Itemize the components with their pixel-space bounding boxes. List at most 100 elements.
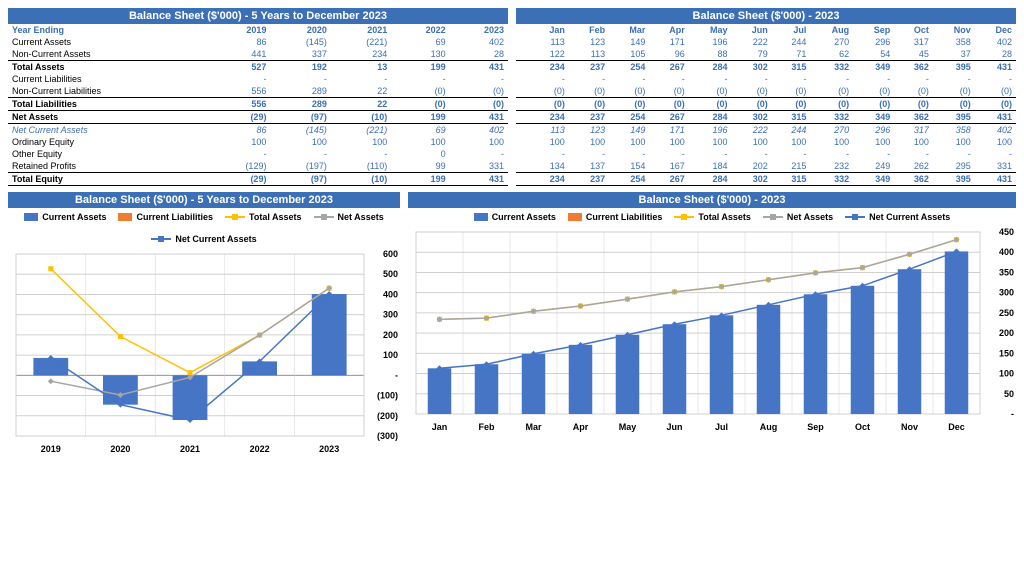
svg-text:(200): (200) [377,411,398,421]
monthly-chart: - 50 100 150 200 250 300 350 400 450 Jan Feb Mar Apr M… [408,226,1016,436]
table-header: Jan [529,24,568,36]
table-row: Retained Profits(129)(197)(110)99331 [8,160,508,173]
table-header: 2021 [331,24,391,36]
table-header: Jun [732,24,772,36]
legend-item: Current Assets [24,212,106,222]
svg-text:250: 250 [999,308,1014,318]
monthly-chart-title: Balance Sheet ($'000) - 2023 [408,192,1016,208]
svg-text:(300): (300) [377,431,398,441]
svg-text:300: 300 [383,310,398,320]
svg-text:500: 500 [383,269,398,279]
svg-text:Sep: Sep [807,422,824,432]
legend-item: Total Assets [225,212,302,222]
yearly-table: Year Ending20192020202120222023 Current … [8,24,508,186]
svg-text:-: - [395,370,398,380]
svg-text:300: 300 [999,288,1014,298]
svg-text:Mar: Mar [525,422,542,432]
table-row: Non-Current Assets44133723413028 [8,48,508,61]
svg-text:-: - [1011,409,1014,419]
legend-item: Net Current Assets [151,234,256,244]
svg-text:150: 150 [999,348,1014,358]
svg-text:May: May [619,422,637,432]
table-header [516,24,529,36]
table-row: 100100100100100100100100100100100100 [516,136,1016,148]
table-row: Total Assets52719213199431 [8,61,508,74]
svg-text:100: 100 [999,369,1014,379]
table-row: (0)(0)(0)(0)(0)(0)(0)(0)(0)(0)(0)(0) [516,98,1016,111]
legend-item: Net Assets [763,212,833,222]
legend-item: Net Assets [314,212,384,222]
monthly-chart-legend: Current Assets Current Liabilities Total A… [408,208,1016,226]
table-row: Current Assets86(145)(221)69402 [8,36,508,48]
svg-text:600: 600 [383,249,398,259]
monthly-table: JanFebMarAprMayJunJulAugSepOctNovDec 113… [516,24,1016,186]
table-header: Dec [975,24,1016,36]
table-row: Total Liabilities55628922(0)(0) [8,98,508,111]
table-header: Jul [772,24,811,36]
svg-text:350: 350 [999,267,1014,277]
svg-text:Apr: Apr [573,422,589,432]
table-row: (0)(0)(0)(0)(0)(0)(0)(0)(0)(0)(0)(0) [516,85,1016,98]
table-row: Net Assets(29)(97)(10)199431 [8,111,508,124]
svg-text:400: 400 [383,289,398,299]
table-row: 234237254267284302315332349362395431 [516,61,1016,74]
svg-text:Feb: Feb [478,422,495,432]
yearly-chart: (300) (200) (100) - 100 200 300 400 500 600 2019 20… [8,248,400,458]
svg-text:(100): (100) [377,391,398,401]
table-header: 2019 [210,24,270,36]
table-header: 2022 [391,24,449,36]
table-header: Sep [853,24,894,36]
table-header: Apr [649,24,688,36]
yearly-chart-title: Balance Sheet ($'000) - 5 Years to Decem… [8,192,400,208]
legend-item: Current Assets [474,212,556,222]
svg-text:200: 200 [999,328,1014,338]
legend-item: Total Assets [674,212,751,222]
table-row: 234237254267284302315332349362395431 [516,173,1016,186]
yearly-table-title: Balance Sheet ($'000) - 5 Years to Decem… [8,8,508,24]
table-row: Net Current Assets86(145)(221)69402 [8,124,508,137]
table-row: 113123149171196222244270296317358402 [516,124,1016,137]
legend-item: Current Liabilities [118,212,213,222]
svg-text:2022: 2022 [250,444,270,454]
table-row: Ordinary Equity100100100100100 [8,136,508,148]
table-header: Feb [569,24,609,36]
monthly-table-section: Balance Sheet ($'000) - 2023 JanFebMarAp… [516,8,1016,186]
table-row: Other Equity---0- [8,148,508,160]
yearly-chart-legend: Current Assets Current Liabilities Total A… [8,208,400,248]
svg-text:2019: 2019 [41,444,61,454]
svg-text:Oct: Oct [855,422,870,432]
svg-text:100: 100 [383,350,398,360]
table-header: Aug [810,24,853,36]
svg-text:Dec: Dec [948,422,965,432]
table-row: ------------ [516,148,1016,160]
monthly-table-title: Balance Sheet ($'000) - 2023 [516,8,1016,24]
table-header: Nov [933,24,975,36]
svg-text:Aug: Aug [760,422,778,432]
table-header: Year Ending [8,24,210,36]
table-header: 2020 [270,24,330,36]
table-header: 2023 [450,24,508,36]
table-header: Oct [894,24,933,36]
svg-text:50: 50 [1004,389,1014,399]
svg-text:200: 200 [383,330,398,340]
svg-text:Jan: Jan [432,422,448,432]
svg-text:Jun: Jun [666,422,682,432]
table-row: 134137154167184202215232249262295331 [516,160,1016,173]
monthly-chart-section: Balance Sheet ($'000) - 2023 Current Ass… [408,192,1016,458]
table-header: May [689,24,732,36]
table-row: ------------ [516,73,1016,85]
table-row: 234237254267284302315332349362395431 [516,111,1016,124]
yearly-chart-section: Balance Sheet ($'000) - 5 Years to Decem… [8,192,400,458]
svg-text:450: 450 [999,227,1014,237]
svg-text:400: 400 [999,247,1014,257]
svg-text:2023: 2023 [319,444,339,454]
table-row: Total Equity(29)(97)(10)199431 [8,173,508,186]
svg-text:Jul: Jul [715,422,728,432]
legend-item: Current Liabilities [568,212,663,222]
svg-text:2021: 2021 [180,444,200,454]
table-row: 122113105968879716254453728 [516,48,1016,61]
table-row: 113123149171196222244270296317358402 [516,36,1016,48]
table-row: Current Liabilities----- [8,73,508,85]
table-header: Mar [609,24,649,36]
yearly-table-section: Balance Sheet ($'000) - 5 Years to Decem… [8,8,508,186]
